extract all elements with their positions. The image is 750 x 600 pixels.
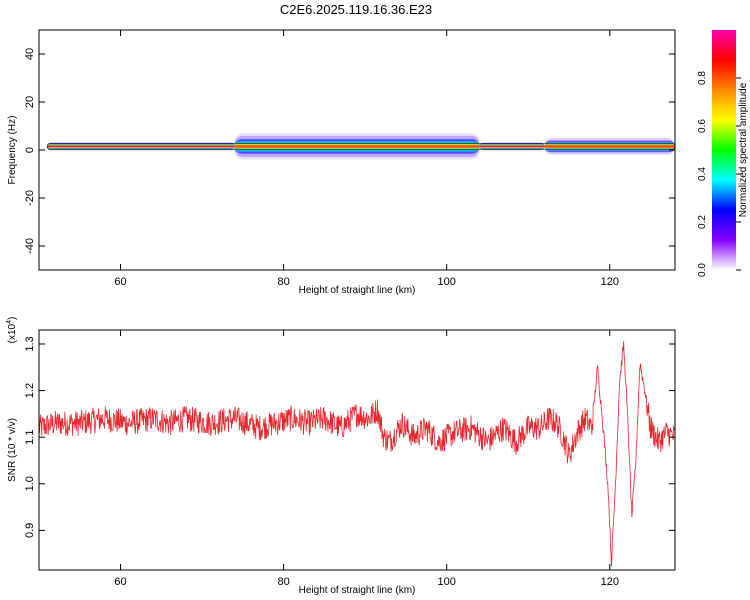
- snr-x-axis-label: Height of straight line (km): [299, 585, 416, 596]
- spectrogram-y-tick-label: 0: [24, 147, 36, 153]
- snr-scale-exponent: 4: [6, 320, 13, 324]
- snr-y-tick-label: 1.1: [24, 430, 36, 445]
- snr-y-tick-label: 1.2: [24, 383, 36, 398]
- spectrogram-y-ticks: -40 -20 0 20 40: [24, 48, 675, 254]
- snr-y-tick-label: 1.3: [24, 336, 36, 351]
- spectrogram-x-ticks: 60 80 100 120: [114, 30, 619, 288]
- snr-background: [39, 330, 675, 570]
- spectrogram-y-tick-label: 20: [24, 96, 36, 108]
- spectrogram-x-tick-label: 60: [114, 276, 126, 288]
- spectrogram-panel: 60 80 100 120 -40 -20 0 20 40 Height of straigh…: [7, 29, 676, 296]
- snr-y-tick-label: 0.9: [24, 523, 36, 538]
- snr-scale-prefix: (x10: [7, 323, 18, 343]
- snr-scale-suffix: ): [7, 317, 18, 320]
- figure-title: C2E6.2025.119.16.36.E23: [280, 2, 432, 17]
- colorbar-tick-label: 0.0: [697, 263, 708, 277]
- snr-plot-area: [39, 340, 675, 567]
- spectrogram-y-tick-label: -20: [24, 190, 36, 206]
- snr-y-ticks: 0.9 1.0 1.1 1.2 1.3: [24, 336, 675, 538]
- colorbar-tick-label: 0.2: [697, 215, 708, 229]
- spectrogram-x-tick-label: 100: [438, 276, 456, 288]
- spectrogram-y-axis-label: Frequency (Hz): [7, 116, 18, 185]
- snr-x-tick-label: 80: [277, 576, 289, 588]
- snr-x-tick-label: 100: [438, 576, 456, 588]
- spectrogram-band: [46, 133, 675, 160]
- spectrogram-band-layer: [479, 145, 545, 148]
- spectrogram-band-layer: [234, 145, 480, 148]
- colorbar-ticks: 0.0 0.2 0.4 0.6 0.8: [697, 71, 741, 277]
- snr-panel: 60 80 100 120 0.9 1.0 1.1 1.2 1.3 Height of str…: [6, 317, 676, 596]
- snr-scale-note: (x104): [6, 317, 18, 344]
- spectrogram-y-tick-label: 40: [24, 48, 36, 60]
- snr-x-ticks: 60 80 100 120: [114, 330, 619, 588]
- snr-series-line: [39, 340, 675, 567]
- colorbar: 0.0 0.2 0.4 0.6 0.8 Normalized spectral ampl…: [697, 30, 749, 277]
- spectrogram-x-axis-label: Height of straight line (km): [299, 285, 416, 296]
- colorbar-label: Normalized spectral amplitude: [738, 82, 749, 217]
- spectrogram-band-layer: [544, 145, 675, 148]
- spectrogram-x-tick-label: 80: [277, 276, 289, 288]
- spectrogram-band-layer: [47, 145, 235, 148]
- colorbar-tick-label: 0.6: [697, 119, 708, 133]
- snr-x-tick-label: 60: [114, 576, 126, 588]
- snr-frame: [38, 329, 676, 571]
- spectrogram-x-tick-label: 120: [601, 276, 619, 288]
- snr-y-tick-label: 1.0: [24, 476, 36, 491]
- snr-y-axis-label: SNR (10 * v/v): [7, 418, 18, 482]
- spectrogram-y-tick-label: -40: [24, 238, 36, 254]
- snr-x-tick-label: 120: [601, 576, 619, 588]
- colorbar-tick-label: 0.4: [697, 167, 708, 181]
- colorbar-tick-label: 0.8: [697, 71, 708, 85]
- colorbar-scale: [712, 30, 736, 270]
